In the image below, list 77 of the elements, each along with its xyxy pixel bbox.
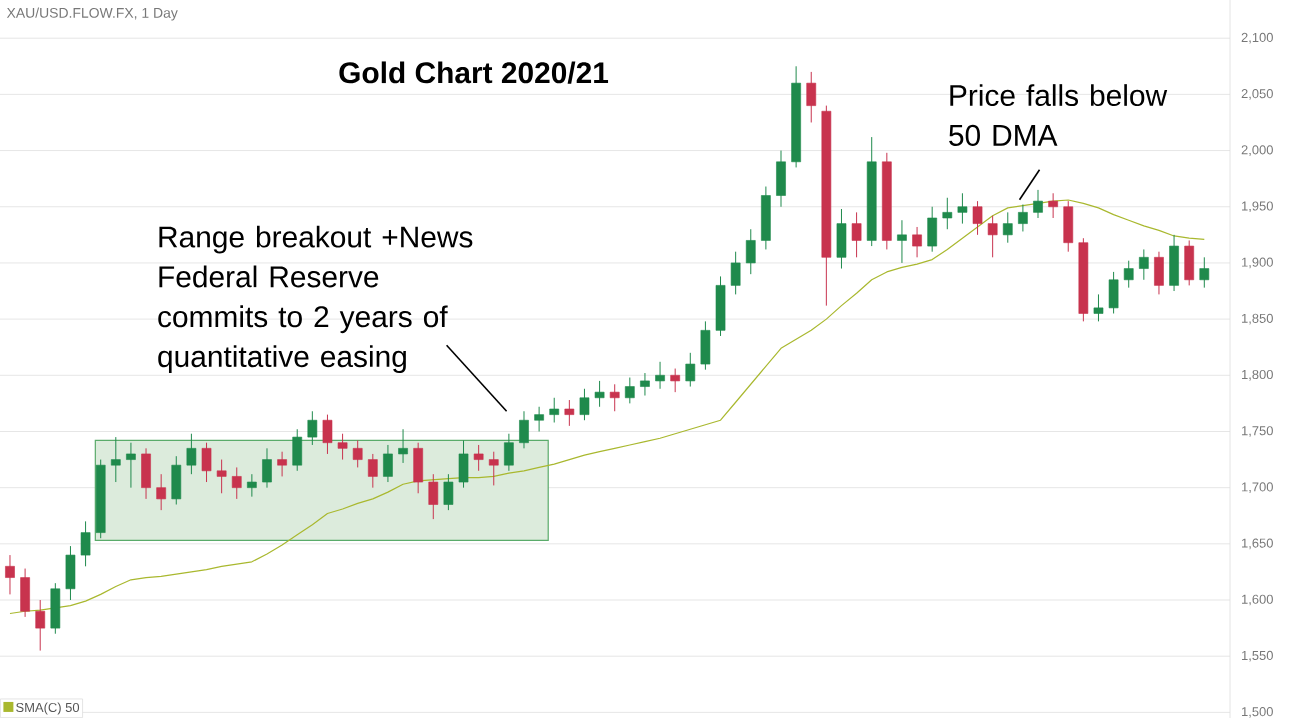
candlestick — [1033, 189, 1043, 219]
candlestick — [715, 275, 726, 337]
candlestick — [730, 251, 741, 295]
candlestick — [201, 442, 212, 483]
candlestick — [1184, 239, 1195, 286]
candlestick — [20, 568, 30, 618]
candlestick — [247, 473, 257, 498]
candlestick — [307, 410, 318, 446]
candlestick — [35, 599, 46, 652]
candlestick — [383, 444, 393, 483]
text: Gold Chart 2020/21 — [339, 61, 609, 84]
candlestick — [897, 219, 907, 264]
candlestick — [549, 397, 560, 423]
candlestick — [942, 197, 953, 230]
candlestick — [156, 473, 166, 511]
candlestick — [126, 442, 136, 489]
candlestick — [851, 211, 862, 258]
candlestick — [473, 444, 484, 472]
candlestick — [367, 453, 378, 489]
candlestick — [216, 459, 227, 494]
candlestick — [352, 439, 363, 468]
candlestick — [1063, 200, 1074, 253]
candlestick — [171, 455, 182, 506]
candlestick — [488, 451, 499, 486]
candlestick — [927, 206, 938, 253]
candlestick — [594, 380, 605, 408]
candlestick — [1093, 293, 1104, 322]
candlestick — [231, 466, 242, 500]
candlestick — [519, 410, 529, 449]
candlestick — [1048, 192, 1058, 219]
candlestick — [1154, 251, 1164, 295]
candlestick — [987, 215, 998, 258]
candlestick — [262, 447, 272, 489]
candlestick — [458, 439, 469, 489]
candlestick — [1199, 256, 1210, 289]
candlestick — [761, 186, 771, 250]
annotation: Range breakout +News Federal Reserve commits to 2 years of quantitative easing — [158, 225, 473, 374]
candlestick — [5, 554, 15, 595]
candlestick — [534, 406, 544, 432]
candlestick — [776, 150, 786, 208]
candlestick — [1139, 248, 1149, 281]
candlestick — [504, 433, 514, 472]
candlestick — [912, 226, 922, 258]
candlestick — [110, 436, 121, 483]
candlestick — [292, 428, 303, 472]
candlestick — [1108, 271, 1119, 314]
candlestick — [806, 71, 817, 123]
candlestick — [1123, 260, 1134, 289]
candlestick — [609, 383, 620, 412]
annotation: Price falls below 50 DMA — [949, 84, 1168, 146]
candlestick — [277, 451, 287, 477]
candlestick — [50, 582, 61, 635]
candlestick — [640, 372, 650, 397]
candlestick — [1169, 234, 1179, 292]
candlestick — [700, 320, 711, 371]
candlestick — [65, 545, 76, 601]
candlestick — [428, 473, 439, 520]
candlestick — [579, 388, 590, 421]
candlestick — [413, 442, 423, 494]
candlestick — [836, 208, 847, 270]
candlestick — [972, 200, 983, 236]
candlestick — [322, 414, 333, 455]
candlestick — [655, 361, 665, 390]
candlestick — [957, 192, 968, 225]
candlestick — [1018, 204, 1028, 232]
candlestick — [564, 399, 575, 427]
candlestick — [80, 520, 91, 567]
candlestick — [186, 433, 197, 475]
candlestick — [1002, 211, 1013, 244]
candlestick — [398, 428, 408, 464]
candlestick — [670, 368, 681, 393]
candlestick — [745, 228, 756, 275]
candlestick — [443, 473, 454, 511]
candlestick — [685, 352, 696, 388]
candlestick — [141, 447, 151, 500]
candlestick — [624, 377, 635, 404]
candlestick — [337, 433, 348, 461]
